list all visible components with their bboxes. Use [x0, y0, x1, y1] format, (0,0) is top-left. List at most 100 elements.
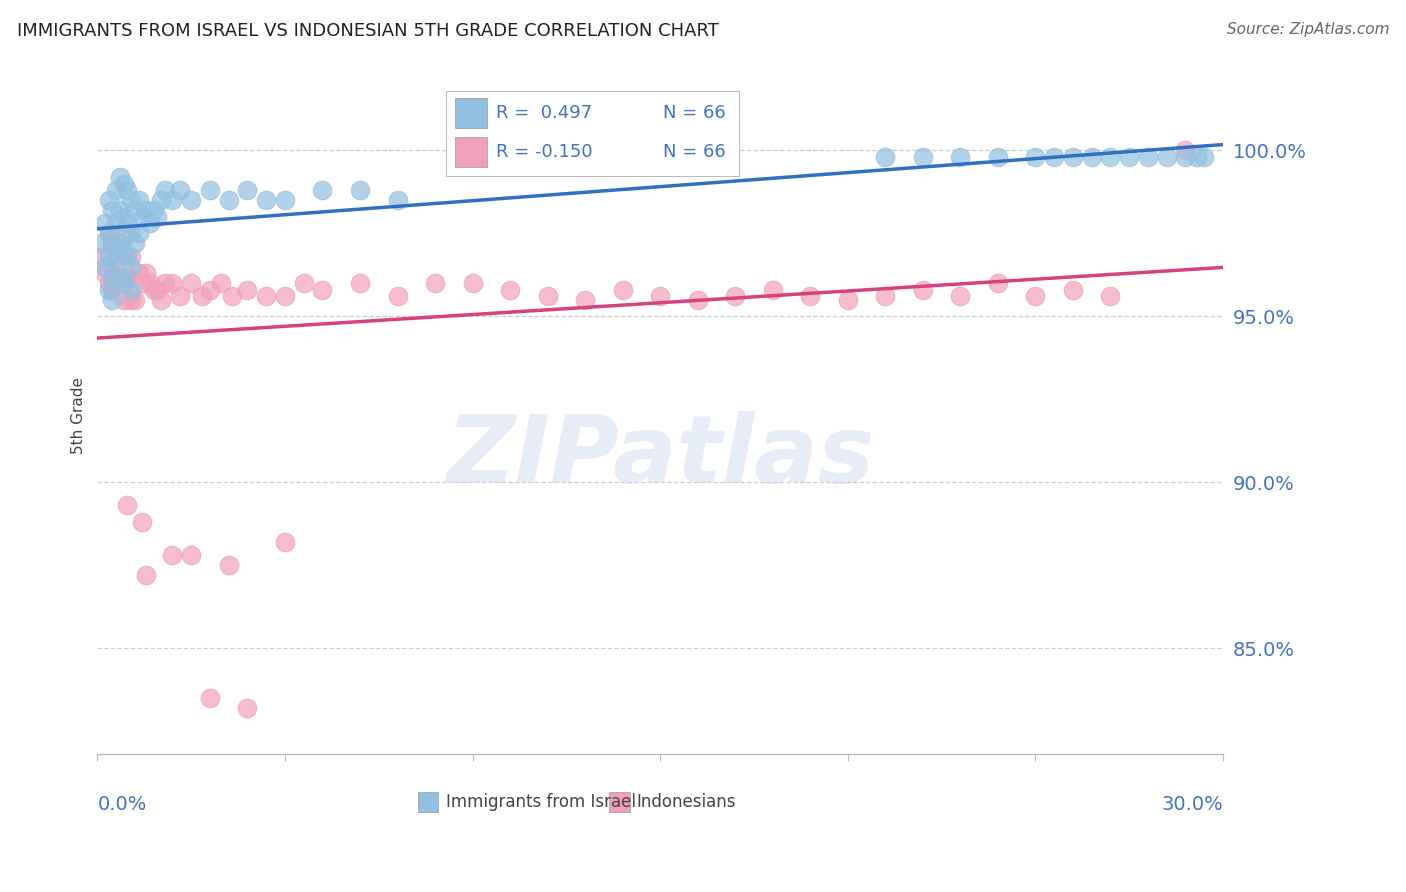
- Point: [837, 293, 859, 307]
- Point: [101, 269, 124, 284]
- Point: [198, 283, 221, 297]
- Point: [146, 210, 169, 224]
- Point: [612, 283, 634, 297]
- Point: [218, 558, 240, 573]
- Point: [209, 276, 232, 290]
- Point: [105, 250, 128, 264]
- Point: [218, 193, 240, 207]
- Point: [139, 276, 162, 290]
- Point: [105, 269, 128, 284]
- Point: [94, 260, 117, 274]
- Point: [108, 236, 131, 251]
- Point: [120, 293, 142, 307]
- Point: [1174, 144, 1197, 158]
- Point: [101, 283, 124, 297]
- Text: ZIPatlas: ZIPatlas: [446, 410, 875, 502]
- Point: [875, 289, 897, 303]
- Point: [875, 150, 897, 164]
- Point: [112, 243, 135, 257]
- Point: [1136, 150, 1159, 164]
- Point: [198, 690, 221, 705]
- Point: [762, 283, 785, 297]
- Point: [221, 289, 243, 303]
- Point: [1192, 150, 1215, 164]
- Point: [1080, 150, 1102, 164]
- Point: [112, 210, 135, 224]
- Point: [911, 150, 934, 164]
- Point: [686, 293, 709, 307]
- Point: [180, 276, 202, 290]
- Point: [97, 250, 120, 264]
- Point: [120, 260, 142, 274]
- Point: [101, 236, 124, 251]
- Point: [1174, 150, 1197, 164]
- Point: [499, 283, 522, 297]
- Point: [120, 283, 142, 297]
- Text: Immigrants from Israel: Immigrants from Israel: [446, 793, 637, 811]
- Point: [162, 193, 184, 207]
- Point: [135, 203, 157, 218]
- Point: [108, 203, 131, 218]
- Point: [139, 216, 162, 230]
- Point: [292, 276, 315, 290]
- Point: [1099, 289, 1122, 303]
- Point: [236, 701, 259, 715]
- Point: [349, 183, 371, 197]
- Point: [117, 499, 139, 513]
- Point: [101, 236, 124, 251]
- Point: [1099, 150, 1122, 164]
- Text: 30.0%: 30.0%: [1161, 795, 1223, 814]
- Point: [1024, 150, 1046, 164]
- Point: [162, 548, 184, 562]
- Point: [799, 289, 821, 303]
- Point: [987, 276, 1010, 290]
- Point: [574, 293, 596, 307]
- Point: [911, 283, 934, 297]
- Point: [112, 276, 135, 290]
- Point: [120, 227, 142, 241]
- Point: [112, 293, 135, 307]
- Point: [153, 183, 176, 197]
- Point: [1185, 150, 1208, 164]
- Point: [97, 193, 120, 207]
- Point: [162, 276, 184, 290]
- Point: [117, 183, 139, 197]
- Point: [311, 183, 333, 197]
- Point: [97, 283, 120, 297]
- Point: [1062, 150, 1084, 164]
- Point: [1062, 283, 1084, 297]
- Point: [120, 250, 142, 264]
- Point: [131, 210, 153, 224]
- Point: [198, 183, 221, 197]
- Point: [387, 193, 409, 207]
- Point: [461, 276, 484, 290]
- Text: Indonesians: Indonesians: [637, 793, 735, 811]
- Point: [120, 193, 142, 207]
- Point: [108, 169, 131, 184]
- Point: [117, 269, 139, 284]
- Point: [1156, 150, 1178, 164]
- Point: [128, 227, 150, 241]
- Point: [101, 203, 124, 218]
- Text: Source: ZipAtlas.com: Source: ZipAtlas.com: [1226, 22, 1389, 37]
- Point: [101, 293, 124, 307]
- Point: [124, 236, 146, 251]
- Point: [180, 548, 202, 562]
- Point: [105, 183, 128, 197]
- Point: [108, 269, 131, 284]
- Point: [724, 289, 747, 303]
- Point: [150, 293, 173, 307]
- Point: [349, 276, 371, 290]
- Point: [949, 150, 972, 164]
- Point: [124, 293, 146, 307]
- Point: [153, 276, 176, 290]
- Point: [150, 193, 173, 207]
- Point: [236, 283, 259, 297]
- Point: [135, 266, 157, 280]
- Point: [117, 216, 139, 230]
- Point: [112, 276, 135, 290]
- Point: [131, 515, 153, 529]
- Bar: [609, 791, 630, 812]
- Point: [949, 289, 972, 303]
- Point: [274, 193, 297, 207]
